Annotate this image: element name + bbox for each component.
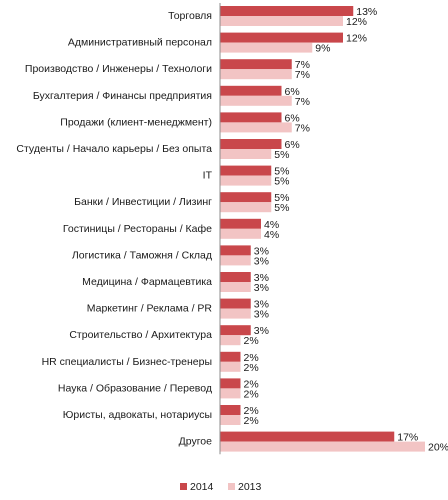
value-label-2013: 3% (254, 255, 269, 267)
bar-2014 (220, 378, 241, 389)
bar-2014 (220, 298, 251, 309)
bar-2014 (220, 59, 292, 70)
value-label-2014: 3% (254, 299, 269, 311)
value-label-2014: 13% (356, 6, 377, 18)
category-label: Маркетинг / Реклама / PR (87, 303, 213, 315)
legend-swatch-2014 (180, 483, 187, 490)
bar-2013 (220, 361, 241, 372)
category-label: HR специалисты / Бизнес-тренеры (42, 356, 212, 368)
bar-2013 (220, 415, 241, 425)
category-label: Производство / Инженеры / Технологи (25, 63, 212, 75)
bar-2014 (220, 245, 251, 256)
category-label: Продажи (клиент-менеджмент) (60, 116, 212, 128)
bar-2013 (220, 202, 272, 213)
value-label-2014: 17% (397, 432, 418, 444)
category-label: Гостиницы / Рестораны / Кафе (63, 223, 212, 235)
bar-2013 (220, 335, 241, 346)
value-label-2013: 7% (295, 122, 310, 134)
bar-2013 (220, 441, 425, 452)
value-label-2014: 2% (244, 352, 259, 364)
value-label-2013: 3% (254, 309, 269, 321)
category-label: Административный персонал (68, 37, 212, 49)
bar-2013 (220, 282, 251, 292)
value-label-2014: 5% (274, 166, 289, 178)
category-label: Медицина / Фармацевтика (82, 276, 212, 288)
bar-2013 (220, 122, 292, 133)
value-label-2013: 12% (346, 16, 367, 28)
value-label-2014: 2% (244, 378, 259, 390)
bar-2014 (220, 112, 282, 123)
category-label: Банки / Инвестиции / Лизинг (74, 196, 212, 208)
bar-2014 (220, 218, 261, 229)
category-label: Торговля (168, 10, 212, 22)
bar-2013 (220, 255, 251, 266)
value-label-2014: 3% (254, 245, 269, 257)
legend-label-2013: 2013 (238, 481, 262, 493)
bar-2013 (220, 388, 241, 399)
value-label-2013: 7% (295, 69, 310, 81)
category-label: Другое (179, 436, 213, 448)
value-label-2014: 3% (254, 272, 269, 284)
bar-2014 (220, 6, 354, 16)
bar-2013 (220, 149, 272, 159)
bar-2013 (220, 228, 261, 239)
value-label-2013: 2% (244, 415, 259, 427)
value-label-2014: 5% (274, 192, 289, 204)
category-label: Строительство / Архитектура (69, 329, 212, 341)
bar-2014 (220, 431, 395, 442)
bar-2013 (220, 69, 292, 80)
bar-2013 (220, 175, 272, 186)
value-label-2013: 3% (254, 282, 269, 294)
value-label-2014: 6% (285, 112, 300, 124)
value-label-2013: 20% (428, 442, 448, 454)
value-label-2013: 5% (274, 149, 289, 161)
bar-2014 (220, 165, 272, 176)
category-label: Логистика / Таможня / Склад (72, 249, 212, 261)
bar-2014 (220, 351, 241, 362)
bar-2014 (220, 32, 343, 43)
bar-2013 (220, 308, 251, 319)
category-label: Наука / Образование / Перевод (58, 382, 212, 394)
category-label: Бухгалтерия / Финансы предприятия (33, 90, 212, 102)
value-label-2014: 4% (264, 219, 279, 231)
value-label-2013: 7% (295, 96, 310, 108)
category-label: Юристы, адвокаты, нотариусы (63, 409, 212, 421)
value-label-2013: 2% (244, 362, 259, 374)
value-label-2014: 12% (346, 33, 367, 45)
legend-label-2014: 2014 (190, 481, 214, 493)
value-label-2013: 2% (244, 335, 259, 347)
bar-2013 (220, 42, 313, 53)
bar-2013 (220, 16, 343, 26)
bar-2014 (220, 85, 282, 96)
value-label-2013: 4% (264, 229, 279, 241)
bar-2014 (220, 192, 272, 203)
bar-2014 (220, 325, 251, 336)
value-label-2013: 5% (274, 176, 289, 188)
value-label-2014: 2% (244, 405, 259, 417)
value-label-2013: 9% (315, 43, 330, 55)
value-label-2014: 7% (295, 59, 310, 71)
value-label-2014: 3% (254, 325, 269, 337)
category-label: IT (203, 170, 213, 182)
value-label-2013: 2% (244, 388, 259, 400)
value-label-2014: 6% (285, 139, 300, 151)
bar-2014 (220, 139, 282, 149)
value-label-2014: 6% (285, 86, 300, 98)
value-label-2013: 5% (274, 202, 289, 214)
bar-2014 (220, 272, 251, 282)
category-label: Студенты / Начало карьеры / Без опыта (16, 143, 212, 155)
legend-swatch-2013 (228, 483, 235, 490)
bar-2013 (220, 95, 292, 106)
bar-2014 (220, 405, 241, 415)
